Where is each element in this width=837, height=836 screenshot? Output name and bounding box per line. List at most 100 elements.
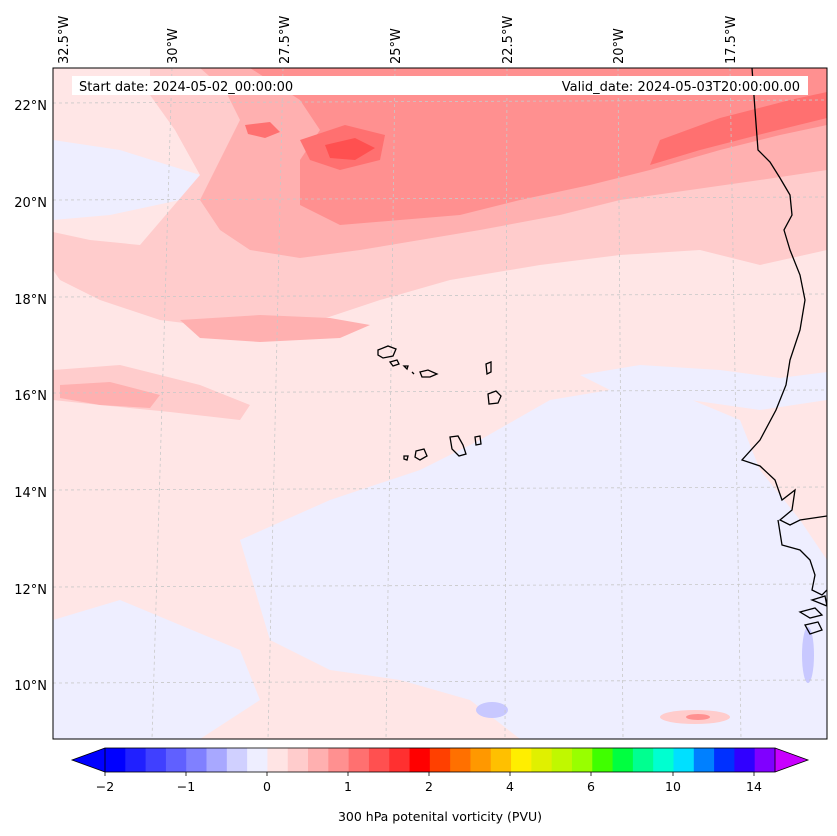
colorbar-cell: [308, 748, 329, 772]
cape-verde-santiago: [449, 435, 467, 457]
pv-band-south-1: [180, 315, 370, 342]
colorbar-cell: [450, 748, 471, 772]
colorbar-under-outline: [70, 747, 106, 773]
colorbar-cell: [511, 748, 532, 772]
colorbar-cell: [653, 748, 674, 772]
colorbar-tick-label: −1: [177, 779, 195, 794]
africa-coast-south: [777, 519, 827, 596]
colorbar-cell: [429, 748, 451, 772]
lon-line: [729, 68, 742, 739]
lon-label: 22.5°W: [501, 16, 516, 64]
colorbar-cell: [145, 748, 167, 772]
pv-patch-south-core: [686, 714, 710, 720]
lat-label: 12°N: [14, 583, 47, 598]
africa-coast: [740, 68, 827, 526]
lon-label: 32.5°W: [57, 16, 72, 64]
bijagos-islands: [798, 595, 827, 635]
colorbar-cell: [409, 748, 431, 772]
colorbar-tick-label: 10: [665, 779, 681, 794]
lon-label: 20°W: [612, 28, 627, 64]
lon-line: [504, 68, 508, 739]
colorbar-cell: [165, 748, 187, 772]
lon-label: 17.5°W: [724, 16, 739, 64]
colorbar-tick-label: 0: [263, 779, 271, 794]
longitude-labels: 32.5°W 30°W 27.5°W 25°W 22.5°W 20°W 17.5…: [57, 16, 739, 64]
colorbar-cell: [267, 748, 289, 772]
colorbar-cell: [754, 748, 776, 772]
cape-verde-brava: [403, 455, 409, 461]
colorbar-tick-label: 6: [587, 779, 595, 794]
pv-band-inner: [250, 68, 827, 225]
colorbar-cell: [470, 748, 492, 772]
lon-line: [151, 68, 173, 739]
date-banner: [72, 76, 808, 95]
lon-label: 25°W: [389, 28, 404, 64]
colorbar-cell: [226, 748, 248, 772]
colorbar-cell: [693, 748, 715, 772]
colorbar-cell: [105, 748, 126, 772]
colorbar-tick-label: 4: [506, 779, 514, 794]
graticule: [53, 68, 827, 739]
colorbar-cell: [490, 748, 512, 772]
colorbar-cell: [714, 748, 735, 772]
colorbar-tick-label: 14: [746, 779, 762, 794]
lat-label: 20°N: [14, 196, 47, 211]
colorbar-tick-label: 2: [425, 779, 433, 794]
cape-verde-maio: [474, 435, 482, 446]
latitude-labels: 22°N 20°N 18°N 16°N 14°N 12°N 10°N: [14, 99, 47, 694]
lon-line: [267, 68, 284, 739]
colorbar-label: 300 hPa potenital vorticity (PVU): [338, 809, 542, 824]
colorbar-cell: [531, 748, 553, 772]
lat-label: 18°N: [14, 293, 47, 308]
colorbar-cell: [734, 748, 756, 772]
coastline: [377, 68, 827, 635]
low-pv-patch-east: [802, 627, 814, 683]
start-date-label: Start date: 2024-05-02_00:00:00: [79, 80, 293, 95]
pv-band-west-core: [60, 382, 160, 408]
colorbar-cell: [348, 748, 370, 772]
colorbar-frame: [104, 747, 776, 773]
colorbar-tick-label: 1: [344, 779, 352, 794]
lat-label: 14°N: [14, 486, 47, 501]
pv-core-2: [650, 92, 827, 165]
colorbar-cell: [186, 748, 208, 772]
cape-verde-santo-antao: [377, 345, 397, 359]
cape-verde-sao-nicolau: [419, 369, 439, 378]
colorbar-cell: [368, 748, 390, 772]
lat-label: 10°N: [14, 679, 47, 694]
colorbar-cells: [105, 748, 776, 772]
low-pv-patch: [476, 702, 508, 718]
colorbar-over-outline: [774, 747, 810, 773]
low-pv-region-east: [580, 365, 827, 410]
pv-core-3: [325, 138, 375, 160]
colorbar-cell: [571, 748, 593, 772]
colorbar-cell: [632, 748, 654, 772]
colorbar-cell: [673, 748, 695, 772]
colorbar-cell: [612, 748, 634, 772]
colorbar-cell: [247, 748, 268, 772]
lon-line: [617, 68, 624, 739]
pv-field: [53, 68, 827, 739]
colorbar-cell: [206, 748, 228, 772]
colorbar-cell: [551, 748, 573, 772]
colorbar-ticks: [104, 772, 755, 776]
lon-label: 27.5°W: [278, 16, 293, 64]
colorbar: −2 −1 0 1 2 4 6 10 14 300 hPa potenital …: [70, 747, 810, 824]
cape-verde-sao-vicente: [388, 359, 400, 367]
colorbar-under-arrow: [72, 748, 105, 772]
colorbar-tick-label: −2: [96, 779, 114, 794]
lon-line: [385, 68, 396, 739]
colorbar-cell: [328, 748, 350, 772]
cape-verde-boa-vista: [487, 390, 502, 405]
colorbar-cell: [125, 748, 147, 772]
colorbar-cell: [287, 748, 309, 772]
colorbar-tick-labels: −2 −1 0 1 2 4 6 10 14: [96, 779, 762, 794]
lat-label: 16°N: [14, 389, 47, 404]
map-frame: [52, 67, 828, 740]
low-pv-region-southwest: [53, 600, 260, 739]
cape-verde-fogo: [414, 448, 428, 461]
lon-label: 30°W: [166, 28, 181, 64]
cape-verde-sal: [485, 361, 492, 376]
lat-label: 22°N: [14, 99, 47, 114]
